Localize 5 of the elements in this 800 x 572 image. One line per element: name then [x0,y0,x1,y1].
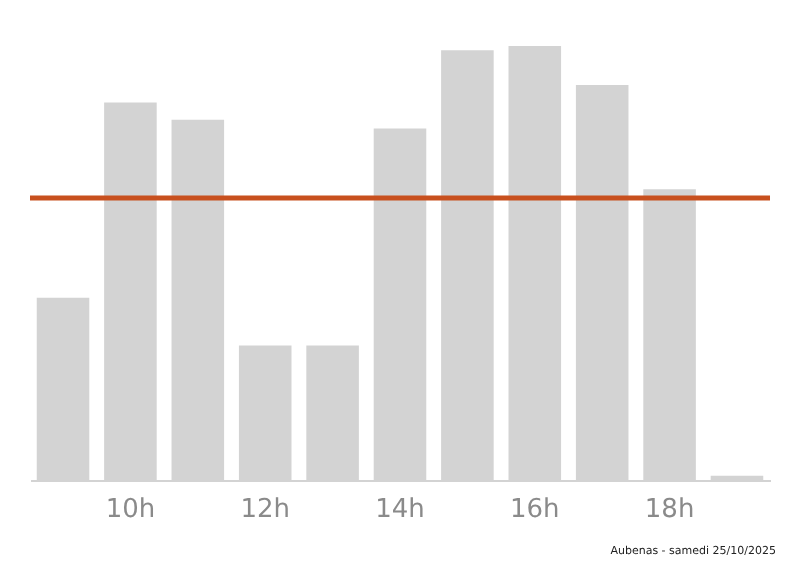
x-tick-label: 10h [105,495,156,525]
x-tick-label: 14h [375,495,425,525]
x-tick-label: 12h [240,495,290,525]
x-tick-label: 18h [644,495,695,525]
x-tick-label: 16h [510,495,560,525]
